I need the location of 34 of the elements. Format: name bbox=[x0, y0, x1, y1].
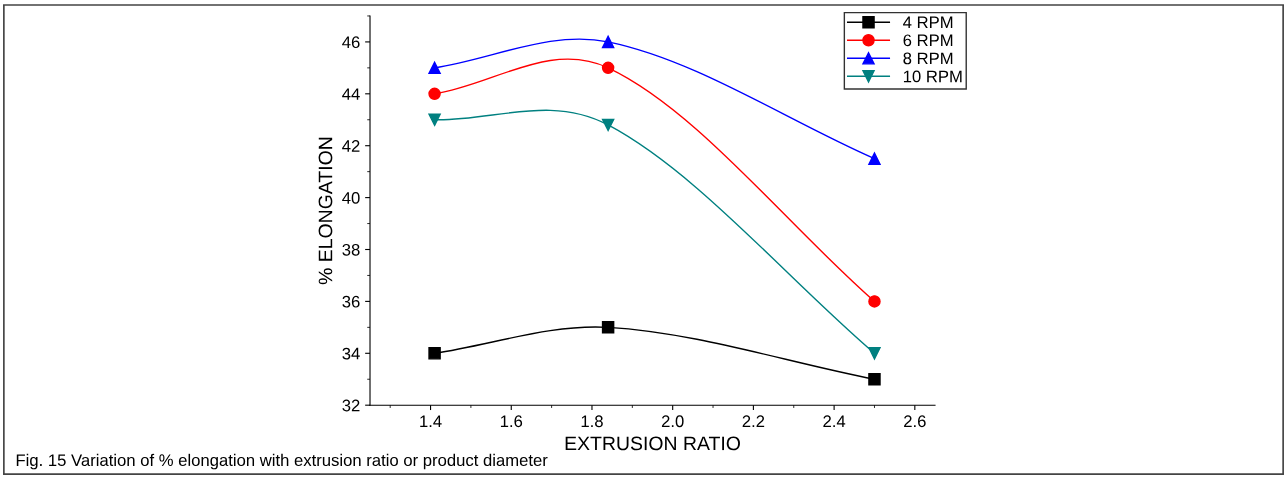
y-tick-label: 40 bbox=[342, 192, 360, 204]
point bbox=[868, 295, 881, 308]
x-tick-label: 1.6 bbox=[500, 415, 523, 428]
legend-label: 6 RPM bbox=[903, 34, 953, 47]
y-tick-label: 42 bbox=[342, 140, 360, 152]
legend-label: 10 RPM bbox=[903, 70, 962, 83]
point bbox=[601, 35, 615, 49]
y-tick-label: 34 bbox=[342, 347, 360, 360]
point bbox=[428, 113, 441, 127]
point bbox=[601, 118, 615, 132]
y-axis-title: % ELONGATION bbox=[318, 137, 333, 285]
y-tick-label: 46 bbox=[342, 36, 360, 49]
x-tick-label: 2.4 bbox=[823, 415, 846, 427]
point bbox=[601, 61, 615, 75]
x-axis-title: EXTRUSION RATIO bbox=[565, 436, 740, 451]
point bbox=[601, 321, 615, 334]
x-tick-label: 2.2 bbox=[742, 415, 765, 427]
point bbox=[868, 372, 881, 386]
point bbox=[428, 347, 441, 360]
legend-label: 8 RPM bbox=[903, 52, 953, 65]
x-tick-label: 2.0 bbox=[661, 415, 684, 428]
legend-label: 4 RPM bbox=[903, 16, 953, 29]
y-tick-label: 38 bbox=[342, 243, 360, 256]
x-tick-label: 1.8 bbox=[581, 415, 603, 428]
x-tick-label: 1.4 bbox=[420, 415, 442, 427]
y-tick-label: 44 bbox=[342, 88, 360, 100]
point bbox=[428, 61, 441, 75]
y-tick-label: 36 bbox=[342, 295, 360, 308]
caption: Fig. 15 Variation of % elongation with extrusion ratio or product diameter bbox=[16, 453, 548, 470]
x-tick-label: 2.6 bbox=[904, 415, 926, 428]
y-tick-label: 32 bbox=[342, 399, 360, 412]
point bbox=[868, 152, 881, 165]
point bbox=[868, 347, 881, 360]
point bbox=[428, 87, 441, 101]
